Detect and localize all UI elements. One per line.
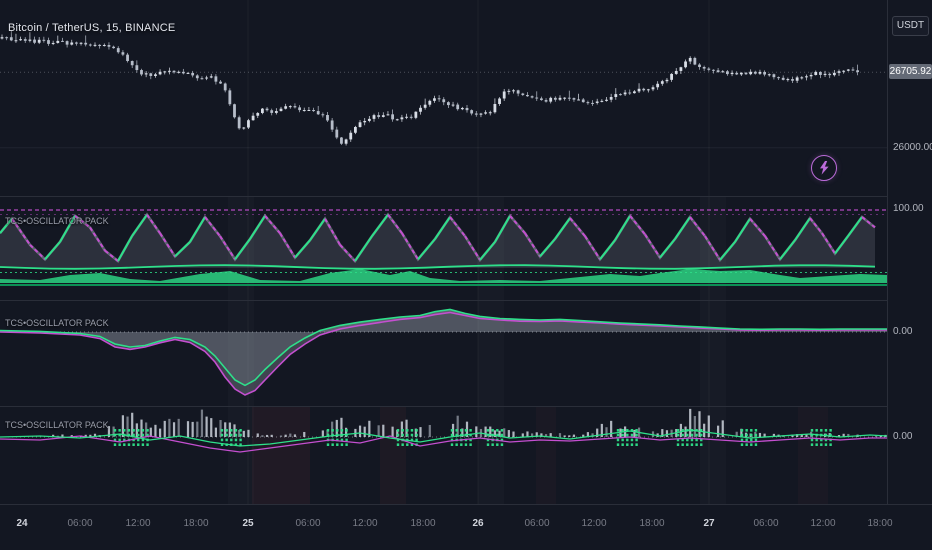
time-label: 06:00 <box>524 518 550 529</box>
oscillator3-zero-label: 0.00 <box>893 431 913 442</box>
oscillator-pane-3[interactable] <box>0 408 887 453</box>
indicator-label-oscillator-3[interactable]: TCS•OSCILLATOR PACK <box>5 420 109 430</box>
price-axis[interactable]: USDT 26705.92 26000.00 100.00 0.00 0.00 <box>887 0 932 504</box>
indicator-label-oscillator-2[interactable]: TCS•OSCILLATOR PACK <box>5 318 109 328</box>
time-label: 06:00 <box>295 518 321 529</box>
time-label: 06:00 <box>753 518 779 529</box>
pane-separators <box>0 196 887 407</box>
price-pane-candles[interactable] <box>0 30 887 146</box>
time-label: 18:00 <box>183 518 209 529</box>
time-label: 18:00 <box>410 518 436 529</box>
price-level-label: 26000.00 <box>893 142 932 153</box>
time-label: 18:00 <box>867 518 893 529</box>
time-label: 06:00 <box>67 518 93 529</box>
oscillator-pane-2[interactable] <box>0 308 887 396</box>
currency-toggle-button[interactable]: USDT <box>892 16 929 36</box>
time-label-day: 27 <box>703 518 715 529</box>
time-label: 18:00 <box>639 518 665 529</box>
symbol-title[interactable]: Bitcoin / TetherUS, 15, BINANCE <box>8 22 176 34</box>
oscillator1-top-label: 100.00 <box>893 203 924 214</box>
chart-canvas[interactable] <box>0 0 887 504</box>
time-label-day: 26 <box>472 518 484 529</box>
oscillator-pane-1[interactable] <box>0 209 887 286</box>
time-label: 12:00 <box>581 518 607 529</box>
time-label-day: 24 <box>16 518 28 529</box>
lightning-icon <box>819 161 829 175</box>
chart-plot-area[interactable]: Bitcoin / TetherUS, 15, BINANCE TCS•OSCI… <box>0 0 887 504</box>
time-label: 12:00 <box>125 518 151 529</box>
boost-button[interactable] <box>811 155 837 181</box>
time-label: 12:00 <box>810 518 836 529</box>
time-label-day: 25 <box>242 518 254 529</box>
time-label: 12:00 <box>352 518 378 529</box>
oscillator2-zero-label: 0.00 <box>893 326 913 337</box>
last-price-badge: 26705.92 <box>889 64 932 79</box>
time-axis[interactable]: 24 06:00 12:00 18:00 25 06:00 12:00 18:00 26 06:0… <box>0 504 932 550</box>
indicator-label-oscillator-1[interactable]: TCS•OSCILLATOR PACK <box>5 216 109 226</box>
